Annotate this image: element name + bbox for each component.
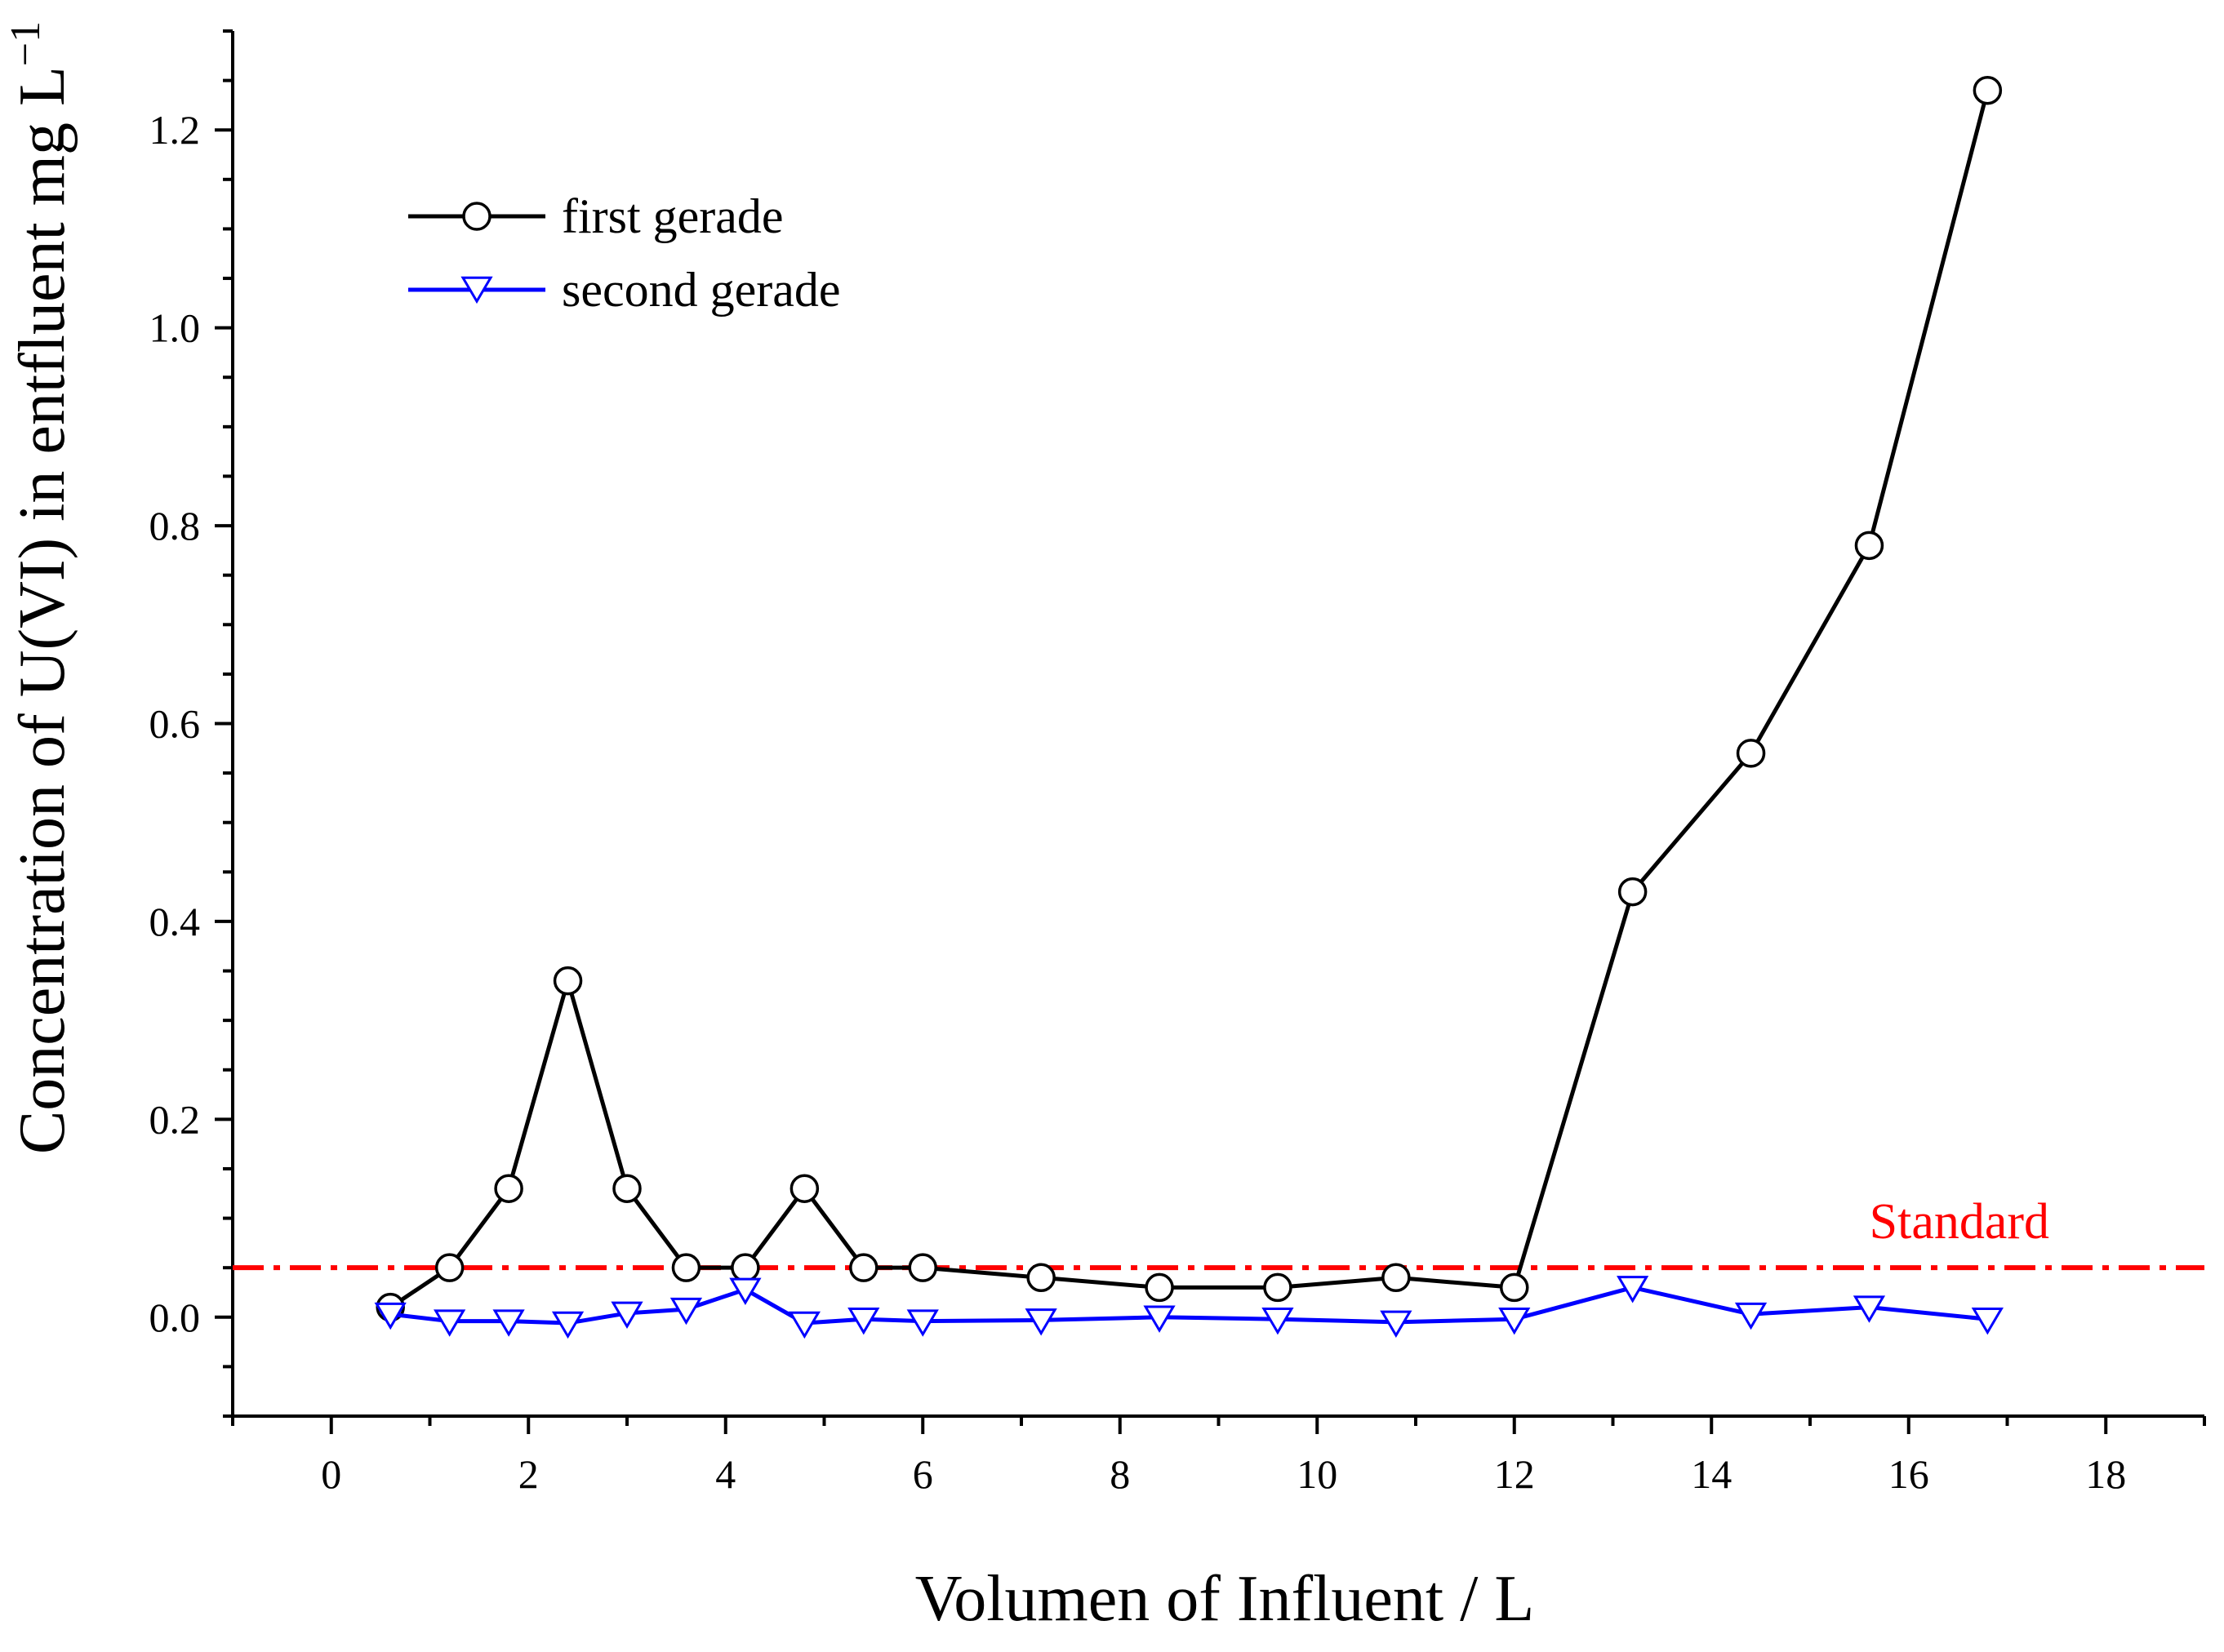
x-tick-label: 8 xyxy=(1110,1451,1130,1497)
data-point xyxy=(847,1307,880,1335)
legend-entry: first gerade xyxy=(408,189,784,243)
x-axis-title: Volumen of Influent / L xyxy=(915,1563,1534,1635)
data-point xyxy=(1853,1295,1886,1323)
data-point xyxy=(849,1253,878,1282)
legend-marker xyxy=(462,202,492,231)
data-point xyxy=(1381,1263,1411,1293)
y-axis-title-superscript: −1 xyxy=(2,21,49,66)
legend-label: second gerade xyxy=(562,263,840,317)
data-point xyxy=(1026,1263,1056,1293)
data-point xyxy=(1617,1276,1649,1303)
data-point xyxy=(551,1311,585,1339)
data-point xyxy=(1854,531,1884,561)
data-point xyxy=(906,1309,939,1337)
data-point xyxy=(1025,1308,1057,1336)
data-point xyxy=(729,1277,762,1305)
series-first-gerade xyxy=(376,75,2003,1322)
x-tick-label: 12 xyxy=(1494,1451,1535,1497)
x-tick-label: 6 xyxy=(913,1451,933,1497)
data-point xyxy=(494,1174,523,1203)
data-point xyxy=(553,966,583,996)
data-point xyxy=(731,1253,760,1282)
x-tick-label: 10 xyxy=(1297,1451,1337,1497)
y-tick-label: 1.2 xyxy=(149,107,201,153)
data-point xyxy=(1380,1310,1412,1338)
data-point xyxy=(1500,1272,1529,1303)
x-tick-label: 16 xyxy=(1888,1451,1929,1497)
series-group xyxy=(374,75,2004,1339)
y-tick-label: 0.6 xyxy=(149,701,201,747)
data-point xyxy=(434,1253,465,1282)
data-point xyxy=(1736,739,1766,768)
y-tick-label: 1.0 xyxy=(149,305,201,351)
data-point xyxy=(1498,1307,1531,1335)
y-tick-label: 0.0 xyxy=(149,1295,201,1340)
data-point xyxy=(1734,1302,1768,1330)
y-axis-title-main: Concentration of U(VI) in entfluent mg L xyxy=(7,66,78,1154)
legend: first gerade second gerade xyxy=(408,189,840,317)
legend-entry: second gerade xyxy=(408,263,840,317)
data-point xyxy=(669,1297,703,1326)
data-point xyxy=(1971,1307,2004,1335)
data-point xyxy=(374,1302,407,1330)
y-axis: 0.0 0.2 0.4 0.6 0.8 1.0 1.2 xyxy=(149,29,233,1418)
data-point xyxy=(611,1301,643,1330)
x-tick-label: 2 xyxy=(518,1451,539,1497)
data-point xyxy=(1145,1272,1174,1303)
x-tick-label: 4 xyxy=(715,1451,736,1497)
data-point xyxy=(908,1253,937,1282)
data-point xyxy=(671,1253,701,1282)
x-tick-label: 0 xyxy=(321,1451,341,1497)
data-point xyxy=(1143,1305,1176,1333)
y-tick-label: 0.8 xyxy=(149,503,201,548)
y-tick-label: 0.4 xyxy=(149,899,201,944)
standard-label: Standard xyxy=(1870,1194,2049,1250)
standard-reference-line: Standard xyxy=(233,1194,2204,1271)
series-second-gerade xyxy=(374,1276,2004,1339)
data-point xyxy=(1617,877,1648,907)
x-tick-label: 14 xyxy=(1691,1451,1732,1497)
data-point xyxy=(1261,1307,1294,1335)
data-point xyxy=(612,1174,642,1203)
data-point xyxy=(434,1309,466,1337)
x-axis: 0 2 4 6 8 10 12 14 16 18 xyxy=(231,1416,2206,1497)
legend-marker xyxy=(460,276,493,304)
data-point xyxy=(1973,75,2003,105)
data-point xyxy=(790,1174,820,1203)
y-axis-title: Concentration of U(VI) in entfluent mg L… xyxy=(2,21,78,1154)
x-tick-label: 18 xyxy=(2085,1451,2126,1497)
data-point xyxy=(1263,1272,1292,1303)
data-point xyxy=(492,1309,525,1337)
y-tick-label: 0.2 xyxy=(149,1096,201,1142)
data-point xyxy=(788,1311,821,1339)
legend-label: first gerade xyxy=(562,189,784,243)
